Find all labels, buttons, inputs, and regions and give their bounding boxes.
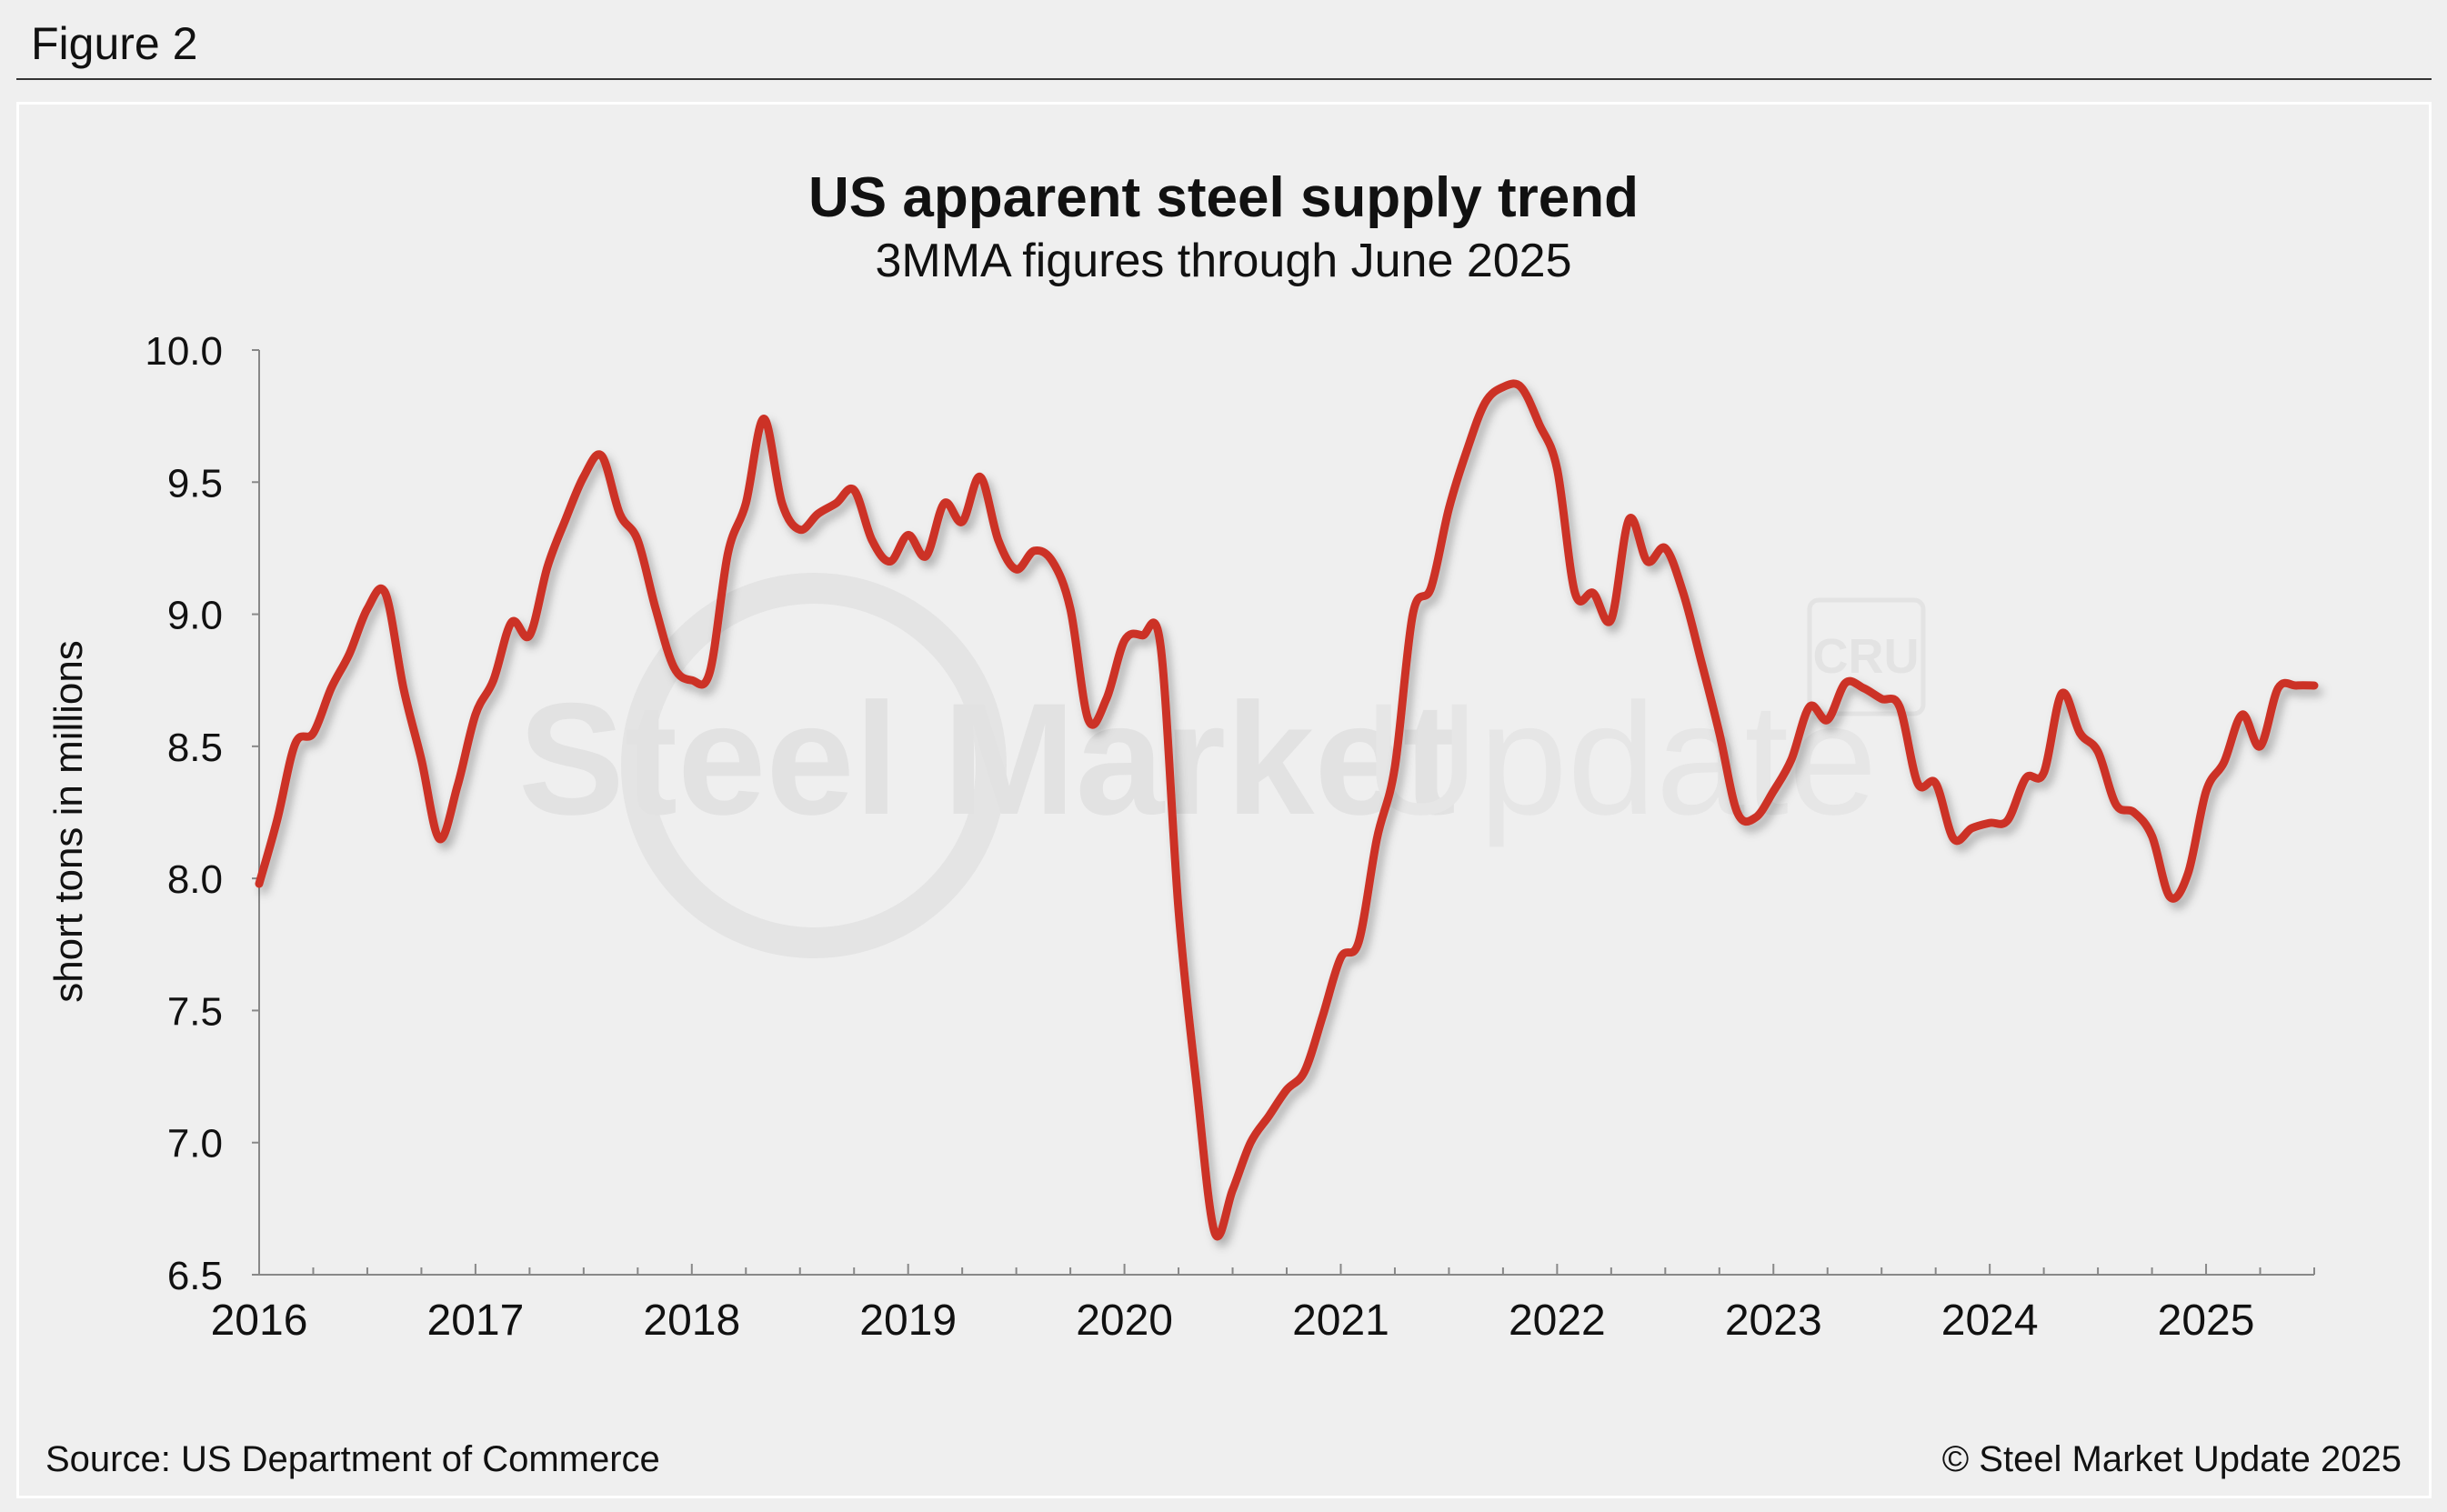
x-tick-label: 2021: [1292, 1297, 1389, 1345]
copyright-note: © Steel Market Update 2025: [1941, 1439, 2402, 1479]
y-axis-label: short tons in millions: [46, 640, 91, 1003]
x-tick-label: 2018: [643, 1297, 740, 1345]
x-tick-label: 2023: [1725, 1297, 1822, 1345]
chart-subtitle: 3MMA figures through June 2025: [875, 235, 1572, 287]
x-axis-ticks: 2016 2017 2018 2019 2020 2021 2022 2023 2024 2025: [211, 1264, 2315, 1345]
watermark-badge-text: CRU: [1813, 629, 1920, 684]
x-tick-label: 2019: [859, 1297, 957, 1345]
y-tick-label: 9.5: [167, 461, 223, 506]
watermark-text-light: Update: [1364, 671, 1877, 848]
y-tick-label: 6.5: [167, 1254, 223, 1298]
y-tick-label: 7.0: [167, 1122, 223, 1167]
watermark: Steel Market Update CRU: [518, 573, 1926, 958]
y-tick-label: 9.0: [167, 594, 223, 638]
y-axis-ticks: 10.0 9.5 9.0 8.5 8.0 7.5 7.0 6.5: [145, 329, 259, 1298]
series-line: [255, 379, 2319, 1241]
y-tick-label: 8.0: [167, 857, 223, 902]
chart-panel: [16, 102, 2432, 1498]
watermark-badge: [1807, 597, 1926, 716]
x-tick-label: 2024: [1941, 1297, 2039, 1345]
y-tick-label: 10.0: [145, 329, 223, 374]
x-tick-label: 2016: [211, 1297, 308, 1345]
y-tick-label: 8.5: [167, 726, 223, 770]
header-divider: [16, 78, 2432, 80]
x-tick-label: 2017: [427, 1297, 525, 1345]
watermark-ring: [621, 573, 1007, 958]
x-tick-label: 2022: [1509, 1297, 1606, 1345]
x-tick-label: 2020: [1076, 1297, 1173, 1345]
chart-title: US apparent steel supply trend: [808, 166, 1639, 229]
watermark-text-bold: Steel Market: [518, 671, 1456, 848]
x-tick-label: 2025: [2158, 1297, 2255, 1345]
y-tick-label: 7.5: [167, 989, 223, 1034]
figure-label: Figure 2: [31, 18, 198, 69]
source-note: Source: US Department of Commerce: [45, 1439, 660, 1479]
